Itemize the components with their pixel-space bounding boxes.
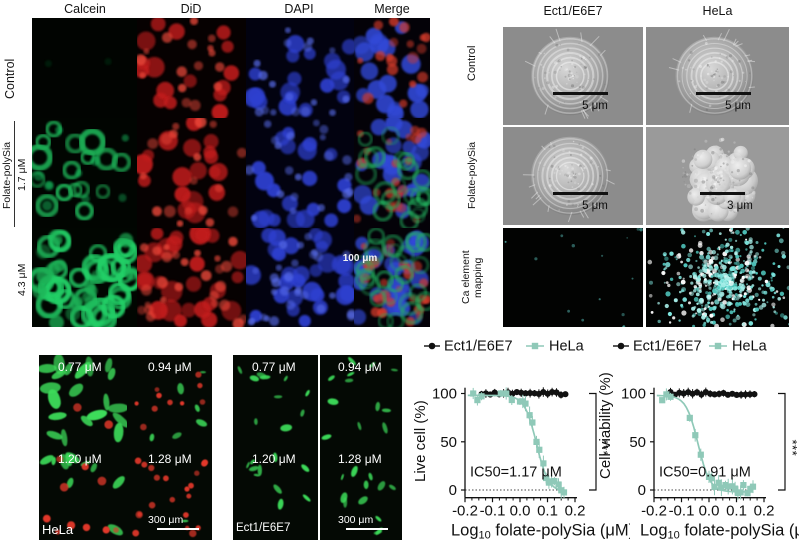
svg-text:IC50=1.17 μM: IC50=1.17 μM: [470, 465, 562, 481]
svg-text:0.0: 0.0: [699, 503, 720, 520]
svg-text:Ect1/E6E7: Ect1/E6E7: [633, 339, 702, 355]
svg-text:0.0: 0.0: [510, 503, 531, 520]
svg-text:100: 100: [621, 386, 646, 403]
svg-text:Log10 folate-polySia (μM): Log10 folate-polySia (μM): [640, 522, 799, 542]
svg-text:0.1: 0.1: [537, 503, 558, 520]
svg-text:0.2: 0.2: [565, 503, 586, 520]
svg-text:-0.1: -0.1: [669, 503, 695, 520]
svg-text:Log10 folate-polySia (μM): Log10 folate-polySia (μM): [451, 522, 630, 542]
svg-text:***: ***: [785, 439, 799, 456]
svg-text:HeLa: HeLa: [732, 339, 768, 355]
svg-text:50: 50: [440, 434, 457, 451]
svg-text:100: 100: [432, 386, 457, 403]
svg-text:0.2: 0.2: [754, 503, 775, 520]
svg-text:IC50=0.91 μM: IC50=0.91 μM: [659, 465, 751, 481]
svg-text:-0.2: -0.2: [641, 503, 667, 520]
svg-text:0.1: 0.1: [726, 503, 747, 520]
svg-text:HeLa: HeLa: [549, 339, 585, 355]
svg-text:0: 0: [449, 482, 457, 499]
svg-text:-0.1: -0.1: [480, 503, 506, 520]
svg-text:-0.2: -0.2: [452, 503, 478, 520]
svg-text:Ect1/E6E7: Ect1/E6E7: [444, 339, 513, 355]
svg-text:50: 50: [629, 434, 646, 451]
svg-text:0: 0: [638, 482, 646, 499]
